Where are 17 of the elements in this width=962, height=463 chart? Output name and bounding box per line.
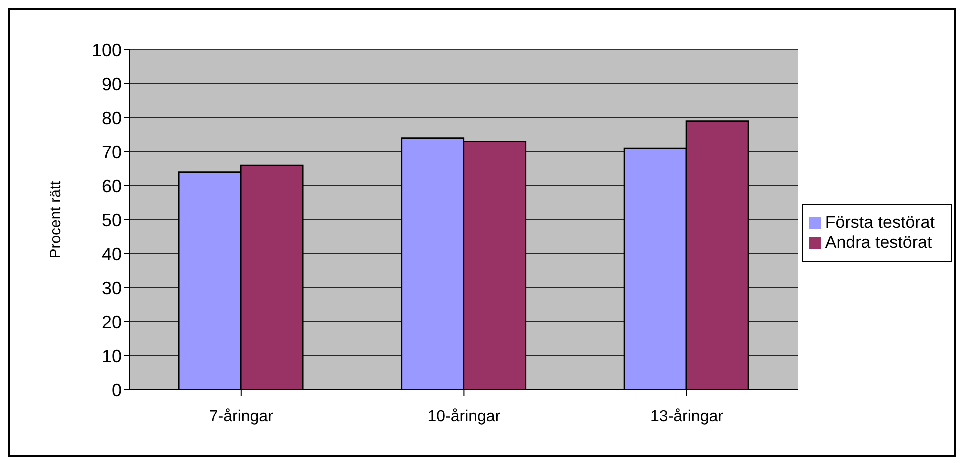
x-tick-label: 13-åringar xyxy=(650,408,724,426)
y-tick-label: 50 xyxy=(102,210,122,230)
legend-label: Andra testörat xyxy=(825,232,932,252)
y-tick-label: 0 xyxy=(112,380,122,400)
y-tick-label: 40 xyxy=(102,244,122,264)
y-tick-label: 10 xyxy=(102,346,122,366)
y-tick-label: 60 xyxy=(102,176,122,196)
y-tick-label: 80 xyxy=(102,108,122,128)
y-tick-label: 100 xyxy=(92,40,122,60)
y-tick-label: 90 xyxy=(102,74,122,94)
legend-label: Första testörat xyxy=(825,212,935,232)
x-tick-label: 7-åringar xyxy=(209,408,274,426)
y-axis-title: Procent rätt xyxy=(47,180,64,259)
y-tick-label: 20 xyxy=(102,312,122,332)
x-tick-label: 10-åringar xyxy=(428,408,502,426)
y-tick-label: 30 xyxy=(102,278,122,298)
y-tick-label: 70 xyxy=(102,142,122,162)
